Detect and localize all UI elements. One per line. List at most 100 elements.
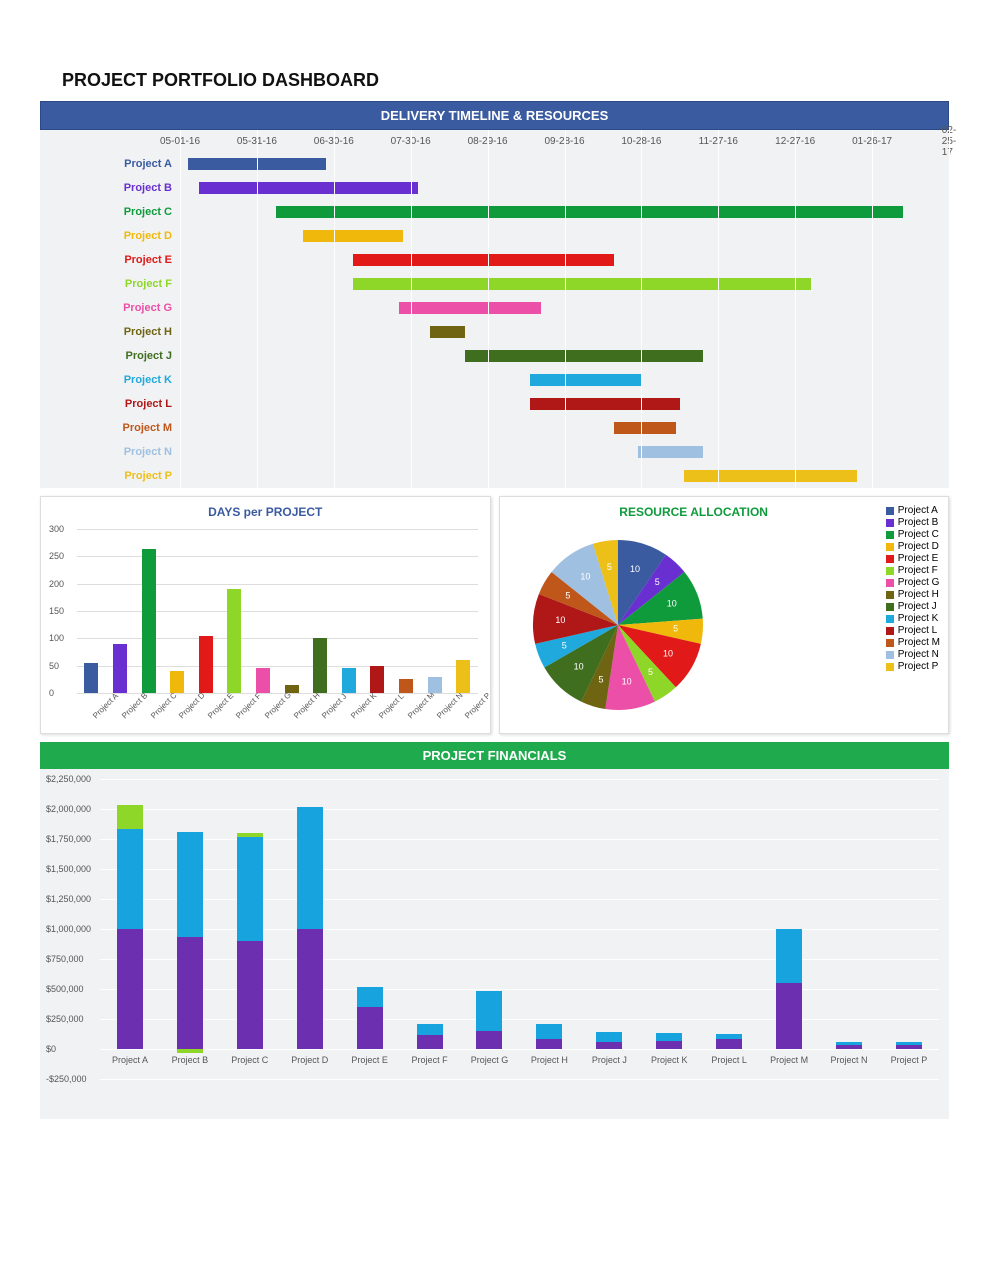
days-bar (342, 668, 356, 693)
gantt-bar (638, 446, 703, 458)
days-ytick: 300 (49, 524, 64, 534)
fin-ytick: $1,250,000 (46, 894, 91, 904)
fin-xlabel: Project N (831, 1055, 868, 1065)
financials-panel: -$250,000$0$250,000$500,000$750,000$1,00… (40, 769, 949, 1119)
fin-bar (357, 987, 383, 1049)
days-bar (456, 660, 470, 693)
gantt-bar (276, 206, 903, 218)
pie-slice-label: 10 (621, 677, 631, 687)
pie-slice-label: 5 (606, 562, 611, 572)
days-xlabel: Project A (91, 691, 120, 720)
fin-bar (177, 832, 203, 1049)
days-ytick: 150 (49, 606, 64, 616)
pie-slice-label: 5 (673, 624, 678, 634)
gantt-panel: Project AProject BProject CProject DProj… (40, 130, 949, 488)
gantt-row-label: Project H (40, 320, 180, 344)
days-ytick: 100 (49, 633, 64, 643)
days-xlabel: Project J (320, 692, 348, 720)
pie-slice-label: 5 (648, 667, 653, 677)
days-ytick: 250 (49, 551, 64, 561)
gantt-row-label: Project J (40, 344, 180, 368)
pie-legend-item: Project H (886, 589, 940, 600)
fin-ytick: -$250,000 (46, 1074, 87, 1084)
pie-legend-item: Project N (886, 649, 940, 660)
gantt-row-label: Project G (40, 296, 180, 320)
days-xlabel: Project F (234, 691, 263, 720)
gantt-bar (465, 350, 703, 362)
days-xlabel: Project C (149, 691, 179, 721)
pie-legend-item: Project D (886, 541, 940, 552)
pie-slice-label: 10 (630, 564, 640, 574)
fin-xlabel: Project B (172, 1055, 209, 1065)
fin-xlabel: Project E (351, 1055, 388, 1065)
gantt-row-label: Project N (40, 440, 180, 464)
pie-slice-label: 5 (565, 590, 570, 600)
fin-xlabel: Project C (231, 1055, 268, 1065)
gantt-row-label: Project E (40, 248, 180, 272)
pie-slice-label: 10 (555, 615, 565, 625)
gantt-bar (684, 470, 857, 482)
days-bar (142, 549, 156, 693)
pie-slice-label: 10 (666, 598, 676, 608)
fin-bar (297, 807, 323, 1049)
pie-slice-label: 5 (598, 675, 603, 685)
pie-legend-item: Project B (886, 517, 940, 528)
gantt-row-label: Project P (40, 464, 180, 488)
pie-legend-item: Project P (886, 661, 940, 672)
days-bar (113, 644, 127, 693)
days-bar (227, 589, 241, 693)
pie-legend-item: Project L (886, 625, 940, 636)
timeline-header: DELIVERY TIMELINE & RESOURCES (40, 101, 949, 130)
days-xlabel: Project K (349, 691, 378, 720)
pie-legend-item: Project G (886, 577, 940, 588)
fin-ytick: $2,250,000 (46, 774, 91, 784)
fin-xlabel: Project H (531, 1055, 568, 1065)
fin-ytick: $750,000 (46, 954, 84, 964)
fin-bar (596, 1032, 622, 1049)
gantt-row-label: Project F (40, 272, 180, 296)
pie-slice-label: 5 (561, 640, 566, 650)
days-xlabel: Project E (206, 691, 235, 720)
pie-slice-label: 5 (654, 577, 659, 587)
gantt-bar (530, 374, 642, 386)
days-xlabel: Project B (120, 691, 149, 720)
fin-xlabel: Project P (891, 1055, 928, 1065)
days-ytick: 50 (49, 661, 59, 671)
fin-bar (836, 1042, 862, 1049)
days-bar (285, 685, 299, 693)
fin-xlabel: Project A (112, 1055, 148, 1065)
days-bar (170, 671, 184, 693)
fin-ytick: $500,000 (46, 984, 84, 994)
pie-legend-item: Project C (886, 529, 940, 540)
pie-legend-item: Project M (886, 637, 940, 648)
days-bar (399, 679, 413, 693)
fin-xlabel: Project G (471, 1055, 509, 1065)
fin-bar (716, 1034, 742, 1049)
days-xlabel: Project N (435, 691, 465, 721)
pie-card: RESOURCE ALLOCATION 10510510510510510510… (499, 496, 950, 734)
days-xlabel: Project L (377, 692, 406, 721)
gantt-row-label: Project M (40, 416, 180, 440)
gantt-bar (353, 254, 614, 266)
page-title: PROJECT PORTFOLIO DASHBOARD (62, 70, 949, 91)
pie-chart: 10 5 10 5 10 5 10 5 10 5 10 5 10 5 (508, 525, 728, 715)
pie-slice-label: 10 (663, 648, 673, 658)
days-bar (199, 636, 213, 693)
days-ytick: 200 (49, 579, 64, 589)
pie-slice-label: 10 (573, 662, 583, 672)
gantt-row-label: Project A (40, 152, 180, 176)
fin-bar (476, 991, 502, 1049)
pie-legend-item: Project E (886, 553, 940, 564)
fin-xlabel: Project K (651, 1055, 688, 1065)
days-xlabel: Project P (463, 691, 492, 720)
days-xlabel: Project D (177, 691, 207, 721)
days-xlabel: Project G (263, 690, 293, 720)
fin-xlabel: Project D (291, 1055, 328, 1065)
pie-legend-item: Project F (886, 565, 940, 576)
days-bar (313, 638, 327, 693)
days-card: DAYS per PROJECT 050100150200250300Proje… (40, 496, 491, 734)
pie-legend-item: Project K (886, 613, 940, 624)
pie-slice-label: 10 (580, 572, 590, 582)
pie-legend-item: Project A (886, 505, 940, 516)
fin-xlabel: Project M (770, 1055, 808, 1065)
